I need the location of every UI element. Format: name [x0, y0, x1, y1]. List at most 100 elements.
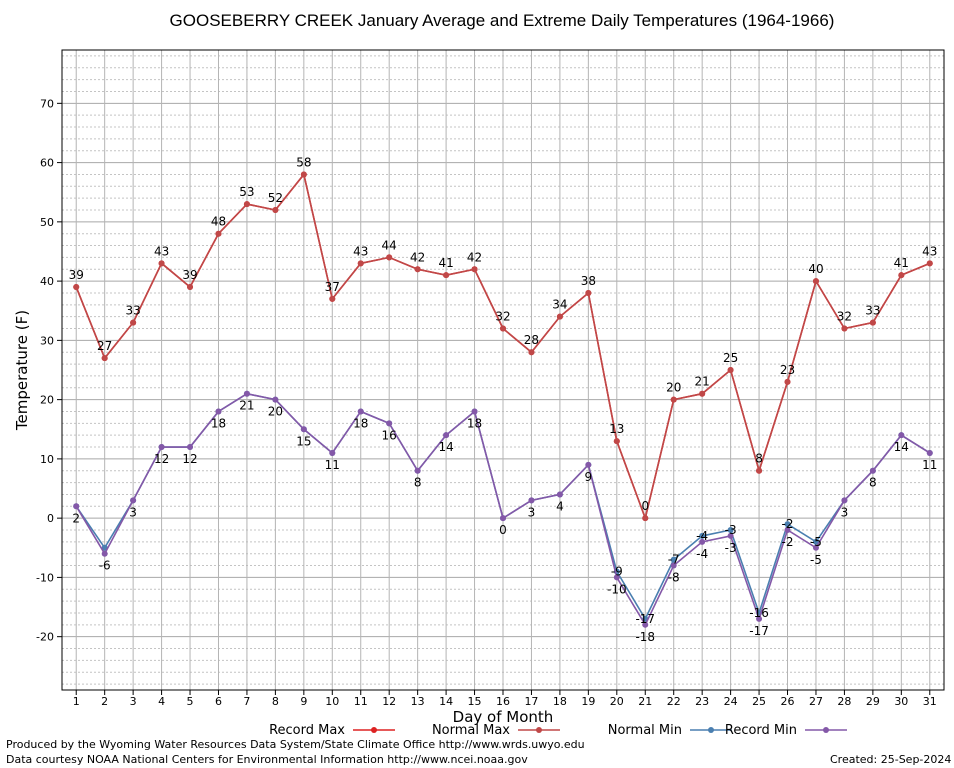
data-label-normal-max: 37: [325, 280, 340, 294]
x-tick-label: 16: [496, 695, 510, 708]
data-label-normal-max: 34: [552, 298, 567, 312]
data-label-normal-min: -9: [611, 564, 623, 578]
data-label-normal-min: -3: [725, 523, 737, 537]
data-label-normal-max: 53: [239, 185, 254, 199]
data-label-normal-max: 58: [296, 155, 311, 169]
data-point-normal-max: [585, 289, 592, 296]
legend: Record Max Normal Max Normal Min Record Min: [269, 723, 847, 738]
x-axis: 1 2 3 4 5 6 7 8 9 10 11 12 13 14 15 16 17 18 19 20 21 22 23 24 2…: [73, 690, 937, 708]
data-point-normal-max: [556, 313, 563, 320]
legend-item-normal-min: Normal Min: [608, 723, 732, 738]
data-label-record-min: -18: [635, 630, 655, 644]
data-label-record-min: -8: [668, 571, 680, 585]
data-label-normal-max: 8: [755, 452, 763, 466]
data-label-normal-max: 21: [695, 375, 710, 389]
legend-swatch-marker: [536, 727, 542, 733]
data-point-normal-max: [642, 515, 649, 522]
grid: [62, 50, 944, 690]
data-point-record-min: [500, 515, 506, 522]
data-label-normal-max: 27: [97, 339, 112, 353]
data-point-normal-max: [272, 207, 279, 213]
x-axis-label: Day of Month: [453, 708, 554, 726]
data-point-normal-max: [727, 367, 734, 373]
y-tick-label: 60: [40, 157, 54, 170]
data-point-record-min: [272, 396, 279, 403]
data-label-record-min: 4: [556, 499, 564, 513]
data-point-record-min: [784, 527, 791, 533]
footer-created-date: Created: 25-Sep-2024: [830, 753, 952, 766]
data-point-normal-max: [101, 355, 108, 362]
data-point-record-min: [300, 426, 307, 433]
data-point-normal-max: [926, 260, 933, 267]
data-label-record-min: 3: [129, 505, 137, 519]
y-tick-label: 50: [40, 216, 54, 229]
data-point-record-min: [528, 497, 535, 504]
data-label-normal-max: 23: [780, 363, 795, 377]
y-tick-label: -20: [36, 631, 54, 644]
x-tick-label: 3: [130, 695, 137, 708]
data-label-normal-max: 42: [410, 250, 425, 264]
y-tick-label: 0: [47, 512, 54, 525]
footer-data-courtesy: Data courtesy NOAA National Centers for …: [6, 753, 528, 766]
data-label-record-min: -10: [607, 582, 627, 596]
data-point-record-min: [386, 420, 393, 427]
data-label-normal-max: 48: [211, 215, 226, 229]
data-label-record-min: 11: [922, 458, 937, 472]
data-point-normal-max: [784, 378, 791, 385]
x-tick-label: 28: [837, 695, 851, 708]
data-point-normal-max: [670, 396, 677, 403]
data-label-record-min: 18: [353, 416, 368, 430]
data-point-record-min: [756, 615, 763, 622]
data-label-normal-max: 28: [524, 333, 539, 347]
chart-title: GOOSEBERRY CREEK January Average and Ext…: [170, 11, 835, 30]
x-tick-label: 6: [215, 695, 222, 708]
data-point-normal-max: [756, 467, 763, 474]
data-point-normal-max: [329, 295, 336, 302]
x-tick-label: 15: [468, 695, 482, 708]
data-point-record-min: [585, 461, 592, 468]
data-label-record-min: 20: [268, 405, 283, 419]
data-point-record-min: [699, 538, 706, 545]
data-point-normal-max: [699, 390, 706, 397]
data-label-record-min: -17: [749, 624, 769, 638]
legend-label: Record Max: [269, 723, 345, 738]
x-tick-label: 14: [439, 695, 453, 708]
data-label-normal-max: 40: [808, 262, 823, 276]
data-label-normal-max: 42: [467, 250, 482, 264]
data-point-record-min: [926, 449, 933, 456]
x-tick-label: 19: [581, 695, 595, 708]
data-label-record-min: 2: [72, 511, 80, 525]
data-point-normal-max: [841, 325, 848, 332]
x-tick-label: 10: [325, 695, 339, 708]
x-tick-label: 22: [667, 695, 681, 708]
x-tick-label: 21: [638, 695, 652, 708]
legend-item-record-max: Record Max: [269, 723, 395, 738]
data-label-normal-min: -7: [668, 553, 680, 567]
data-point-record-min: [812, 544, 819, 551]
legend-swatch-marker: [371, 727, 377, 733]
data-point-normal-max: [443, 272, 450, 279]
data-point-normal-max: [414, 266, 421, 273]
x-tick-label: 27: [809, 695, 823, 708]
data-label-record-min: 18: [211, 416, 226, 430]
data-label-normal-max: 44: [382, 238, 397, 252]
data-point-record-min: [727, 532, 734, 539]
data-point-normal-max: [357, 260, 364, 267]
y-tick-label: 20: [40, 394, 54, 407]
data-label-record-min: 8: [869, 476, 877, 490]
data-point-record-min: [243, 390, 250, 397]
data-label-normal-min: -17: [635, 612, 655, 626]
data-point-record-min: [613, 574, 620, 581]
legend-swatch-marker: [823, 727, 829, 733]
y-tick-label: 40: [40, 275, 54, 288]
data-point-record-min: [187, 444, 194, 451]
data-point-record-min: [556, 491, 563, 498]
data-label-normal-min: -4: [696, 529, 708, 543]
data-point-normal-min: [670, 556, 677, 563]
y-tick-label: 10: [40, 453, 54, 466]
data-point-record-min: [642, 621, 649, 628]
data-label-normal-max: 43: [154, 244, 169, 258]
data-label-record-min: 3: [841, 505, 849, 519]
data-point-normal-max: [130, 319, 137, 326]
